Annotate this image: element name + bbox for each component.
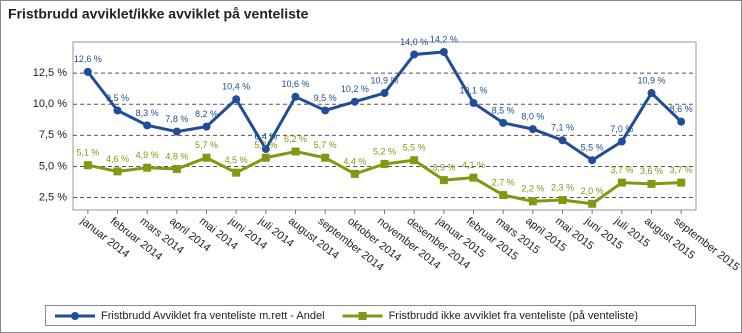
data-point [291, 92, 300, 101]
data-point [380, 159, 389, 168]
data-point [321, 153, 330, 162]
value-label: 4,5 % [225, 155, 248, 165]
data-point [113, 167, 122, 176]
data-point [439, 47, 448, 56]
data-point [350, 97, 359, 106]
legend-label: Fristbrudd ikke avviklet fra venteliste … [389, 310, 638, 322]
data-point [143, 121, 152, 130]
data-point [291, 147, 300, 156]
value-label: 2,2 % [521, 184, 544, 194]
data-point [321, 106, 330, 115]
value-label: 9,5 % [106, 93, 129, 103]
y-tick-label: 7,5 % [39, 129, 67, 141]
value-label: 10,1 % [459, 85, 487, 95]
chart-title: Fristbrudd avviklet/ikke avviklet på ven… [8, 6, 309, 22]
data-point [439, 176, 448, 185]
value-label: 9,5 % [314, 93, 337, 103]
data-point [499, 118, 508, 127]
value-label: 5,5 % [403, 143, 426, 153]
value-label: 5,7 % [314, 140, 337, 150]
data-point [558, 136, 567, 145]
data-point [528, 125, 537, 134]
value-label: 2,7 % [492, 177, 515, 187]
value-label: 2,3 % [551, 182, 574, 192]
data-point [499, 191, 508, 200]
value-label: 10,9 % [637, 75, 665, 85]
data-point [617, 137, 626, 146]
y-tick-label: 5,0 % [39, 160, 67, 172]
value-label: 6,2 % [284, 134, 307, 144]
value-label: 10,4 % [222, 82, 250, 92]
data-point [410, 156, 419, 165]
y-tick-label: 10,0 % [33, 98, 67, 110]
value-label: 8,0 % [521, 111, 544, 121]
value-label: 4,9 % [136, 150, 159, 160]
value-label: 10,9 % [370, 75, 398, 85]
data-point [647, 179, 656, 188]
value-label: 14,2 % [430, 34, 458, 44]
value-label: 5,7 % [254, 140, 277, 150]
data-point [261, 153, 270, 162]
value-label: 5,1 % [76, 148, 99, 158]
data-point [232, 168, 241, 177]
value-label: 10,2 % [341, 84, 369, 94]
data-point [143, 163, 152, 172]
value-label: 5,2 % [373, 146, 396, 156]
value-label: 2,0 % [581, 186, 604, 196]
value-label: 4,8 % [165, 151, 188, 161]
legend-label: Fristbrudd Avviklet fra venteliste m.ret… [101, 310, 325, 322]
data-point [83, 161, 92, 170]
value-label: 3,7 % [610, 165, 633, 175]
value-label: 7,1 % [551, 123, 574, 133]
y-tick-label: 12,5 % [33, 67, 67, 79]
data-point [558, 196, 567, 205]
data-point [677, 117, 686, 126]
data-point [202, 122, 211, 131]
value-label: 7,0 % [610, 124, 633, 134]
value-label: 3,9 % [432, 163, 455, 173]
value-label: 4,6 % [106, 154, 129, 164]
data-point [469, 98, 478, 107]
data-point [202, 153, 211, 162]
value-label: 8,5 % [492, 105, 515, 115]
data-point [172, 164, 181, 173]
data-point [350, 169, 359, 178]
data-point [113, 106, 122, 115]
value-label: 14,0 % [400, 37, 428, 47]
value-label: 8,2 % [195, 109, 218, 119]
data-point [410, 50, 419, 59]
legend-marker [71, 312, 79, 320]
data-point [617, 178, 626, 187]
value-label: 8,3 % [136, 108, 159, 118]
data-point [588, 199, 597, 208]
value-label: 4,4 % [343, 156, 366, 166]
value-label: 10,6 % [281, 79, 309, 89]
data-point [232, 95, 241, 104]
value-label: 4,1 % [462, 160, 485, 170]
legend-marker [358, 312, 367, 320]
y-tick-label: 2,5 % [39, 191, 67, 203]
data-point [677, 178, 686, 187]
data-point [647, 89, 656, 98]
value-label: 12,6 % [74, 54, 102, 64]
value-label: 7,8 % [165, 114, 188, 124]
data-point [588, 156, 597, 165]
value-label: 8,6 % [670, 104, 693, 114]
data-point [83, 67, 92, 76]
value-label: 3,7 % [670, 165, 693, 175]
value-label: 5,5 % [581, 143, 604, 153]
data-point [469, 173, 478, 182]
data-point [261, 145, 270, 154]
data-point [172, 127, 181, 136]
value-label: 5,7 % [195, 140, 218, 150]
value-label: 3,6 % [640, 166, 663, 176]
data-point [380, 89, 389, 98]
data-point [528, 197, 537, 206]
value-label: 6,4 % [254, 131, 277, 141]
